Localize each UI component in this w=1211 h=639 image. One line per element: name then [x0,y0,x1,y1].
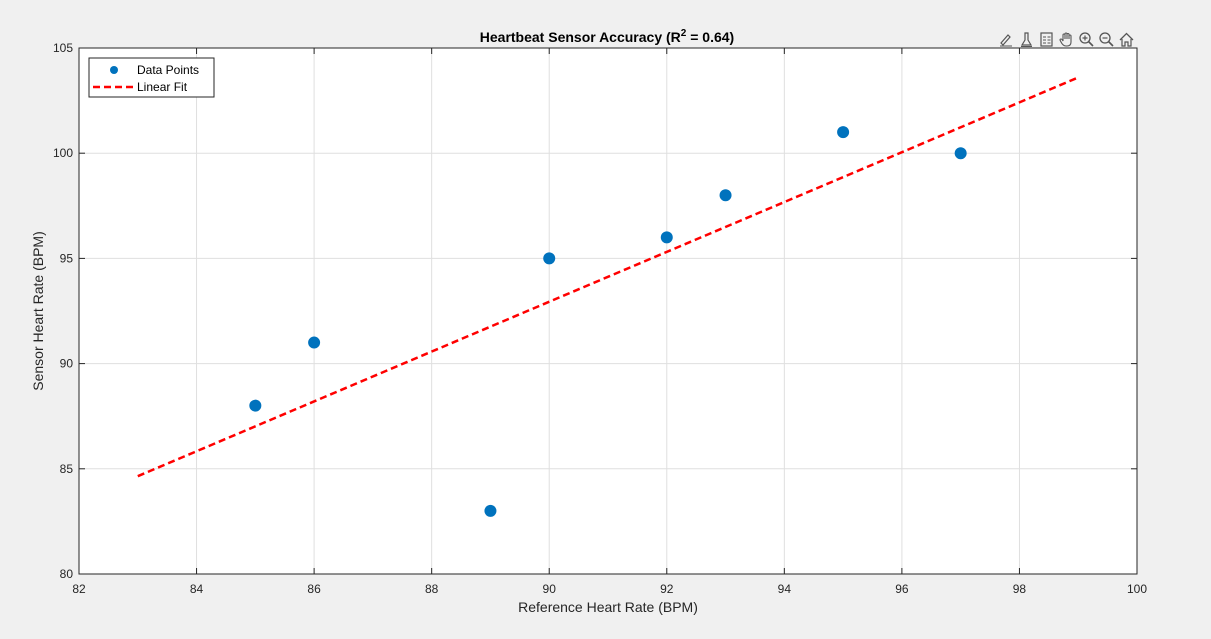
x-tick-label: 88 [425,582,439,596]
pan-icon[interactable] [1057,29,1076,49]
x-tick-label: 92 [660,582,674,596]
legend-label-linear-fit: Linear Fit [137,80,188,94]
y-tick-label: 85 [60,462,74,476]
data-point[interactable] [719,189,732,202]
data-point[interactable] [954,147,967,160]
x-tick-label: 96 [895,582,909,596]
legend-box [88,57,215,98]
data-point[interactable] [837,126,850,139]
points-layer [249,126,967,517]
y-tick-label: 105 [53,41,73,55]
zoom-out-icon[interactable] [1097,29,1116,49]
axes-toolbar [997,28,1136,50]
x-tick-label: 94 [778,582,792,596]
chart-title: Heartbeat Sensor Accuracy (R2 = 0.64) [480,28,734,45]
legend-marker-data-points [110,66,118,74]
data-point[interactable] [308,336,321,349]
data-point[interactable] [660,231,673,244]
ticks: 82 84 86 88 90 92 94 96 98 100 80 85 90 95 100 105 [53,41,1147,596]
axes-box [78,47,1138,575]
fit-layer [137,76,1079,478]
y-tick-label: 80 [60,567,74,581]
legend-icon[interactable] [1037,29,1056,49]
x-tick-label: 100 [1127,582,1147,596]
x-tick-label: 82 [72,582,86,596]
y-tick-label: 100 [53,146,73,160]
x-tick-label: 90 [543,582,557,596]
y-tick-label: 95 [60,251,74,265]
x-tick-label: 86 [307,582,321,596]
home-icon[interactable] [1117,29,1136,49]
x-axis-label: Reference Heart Rate (BPM) [518,599,698,615]
data-tips-icon[interactable] [1017,29,1036,49]
legend-label-data-points: Data Points [137,63,199,77]
data-point[interactable] [543,252,556,265]
zoom-in-icon[interactable] [1077,29,1096,49]
data-point[interactable] [484,504,497,517]
data-point[interactable] [249,399,262,412]
x-tick-label: 98 [1013,582,1027,596]
linear-fit-line[interactable] [137,76,1079,478]
brush-icon[interactable] [997,29,1016,49]
axes-background[interactable] [79,48,1137,574]
x-tick-label: 84 [190,582,204,596]
grid [79,48,1137,574]
legend[interactable]: Data Points Linear Fit [88,57,215,98]
title-suffix: = 0.64) [686,29,734,45]
axes-frame [78,47,1138,575]
title-superscript: 2 [681,28,687,39]
y-tick-label: 90 [60,357,74,371]
y-axis-label: Sensor Heart Rate (BPM) [30,231,46,391]
